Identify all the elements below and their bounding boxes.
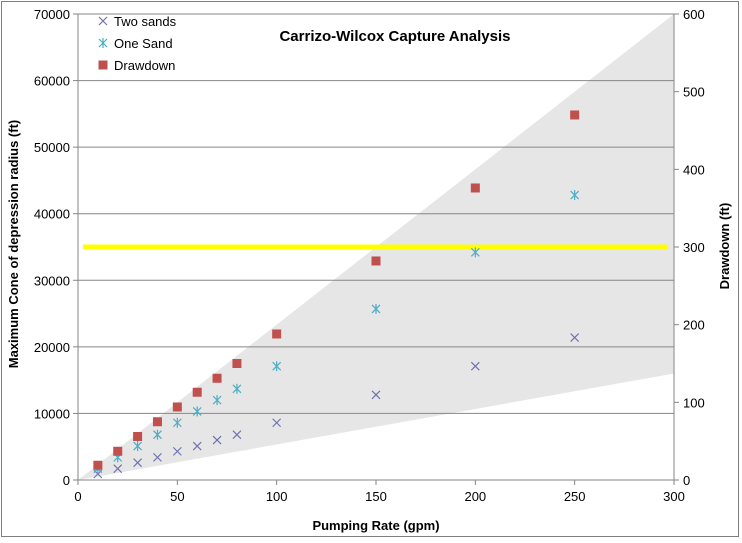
point-drawdown xyxy=(570,110,580,120)
point-drawdown xyxy=(470,183,480,193)
point-one-sand xyxy=(570,190,580,201)
point-one-sand xyxy=(172,417,182,428)
x-axis-title: Pumping Rate (gpm) xyxy=(312,518,439,533)
point-one-sand xyxy=(371,303,381,314)
y2-tick-label: 0 xyxy=(683,473,690,488)
y2-tick-label: 100 xyxy=(683,395,705,410)
y2-tick-label: 200 xyxy=(683,318,705,333)
point-two-sands xyxy=(212,435,222,445)
point-two-sands xyxy=(172,446,182,456)
point-drawdown xyxy=(152,417,162,427)
point-drawdown xyxy=(272,329,282,339)
y-tick-label: 50000 xyxy=(34,140,70,155)
x-tick-label: 100 xyxy=(266,489,288,504)
y-tick-label: 40000 xyxy=(34,207,70,222)
legend-marker-drawdown xyxy=(98,60,108,70)
point-one-sand xyxy=(133,441,143,452)
point-two-sands xyxy=(192,441,202,451)
point-one-sand xyxy=(192,406,202,417)
point-drawdown xyxy=(232,359,242,368)
point-drawdown xyxy=(212,373,222,383)
y2-tick-label: 600 xyxy=(683,7,705,22)
y2-tick-label: 300 xyxy=(683,240,705,255)
y-tick-label: 20000 xyxy=(34,340,70,355)
legend: Two sands One Sand Drawdown xyxy=(98,14,177,73)
point-two-sands xyxy=(133,458,143,468)
x-tick-label: 50 xyxy=(170,489,184,504)
point-two-sands xyxy=(470,361,480,371)
y2-axis-title: Drawdown (ft) xyxy=(717,203,732,290)
gridlines xyxy=(78,13,674,414)
y-tick-label: 0 xyxy=(63,473,70,488)
point-one-sand xyxy=(272,361,282,372)
y-axis-title: Maximum Cone of depression radius (ft) xyxy=(6,120,21,368)
y-tick-label: 30000 xyxy=(34,273,70,288)
y-tick-label: 10000 xyxy=(34,406,70,421)
point-two-sands xyxy=(153,452,162,462)
legend-marker-one-sand xyxy=(98,38,108,48)
point-drawdown xyxy=(93,460,103,470)
point-drawdown xyxy=(192,387,202,397)
point-two-sands xyxy=(371,390,381,400)
point-one-sand xyxy=(153,429,162,440)
point-drawdown xyxy=(371,256,381,266)
point-two-sands xyxy=(272,418,282,428)
point-drawdown xyxy=(133,432,143,442)
point-one-sand xyxy=(470,247,480,258)
point-drawdown xyxy=(113,446,123,456)
x-tick-label: 300 xyxy=(663,489,685,504)
tick-labels: 0 10000 20000 30000 40000 50000 60000 70000 0 100… xyxy=(34,7,705,504)
chart-title: Carrizo-Wilcox Capture Analysis xyxy=(279,28,510,45)
y2-tick-label: 400 xyxy=(683,162,705,177)
point-drawdown xyxy=(172,402,182,412)
legend-marker-two-sands xyxy=(98,16,108,26)
point-two-sands xyxy=(113,464,123,474)
y2-tick-label: 500 xyxy=(683,85,705,100)
data-points xyxy=(93,110,580,479)
x-tick-label: 200 xyxy=(464,489,486,504)
legend-label-drawdown: Drawdown xyxy=(114,58,175,73)
point-one-sand xyxy=(212,395,222,406)
legend-label-two-sands: Two sands xyxy=(114,14,177,29)
x-tick-label: 250 xyxy=(564,489,586,504)
point-two-sands xyxy=(232,430,242,440)
legend-label-one-sand: One Sand xyxy=(114,36,173,51)
point-two-sands xyxy=(570,333,580,342)
x-tick-label: 150 xyxy=(365,489,387,504)
y-tick-label: 70000 xyxy=(34,7,70,22)
y-tick-label: 60000 xyxy=(34,74,70,89)
axes xyxy=(73,13,679,485)
x-tick-label: 0 xyxy=(74,489,81,504)
point-one-sand xyxy=(232,383,242,394)
